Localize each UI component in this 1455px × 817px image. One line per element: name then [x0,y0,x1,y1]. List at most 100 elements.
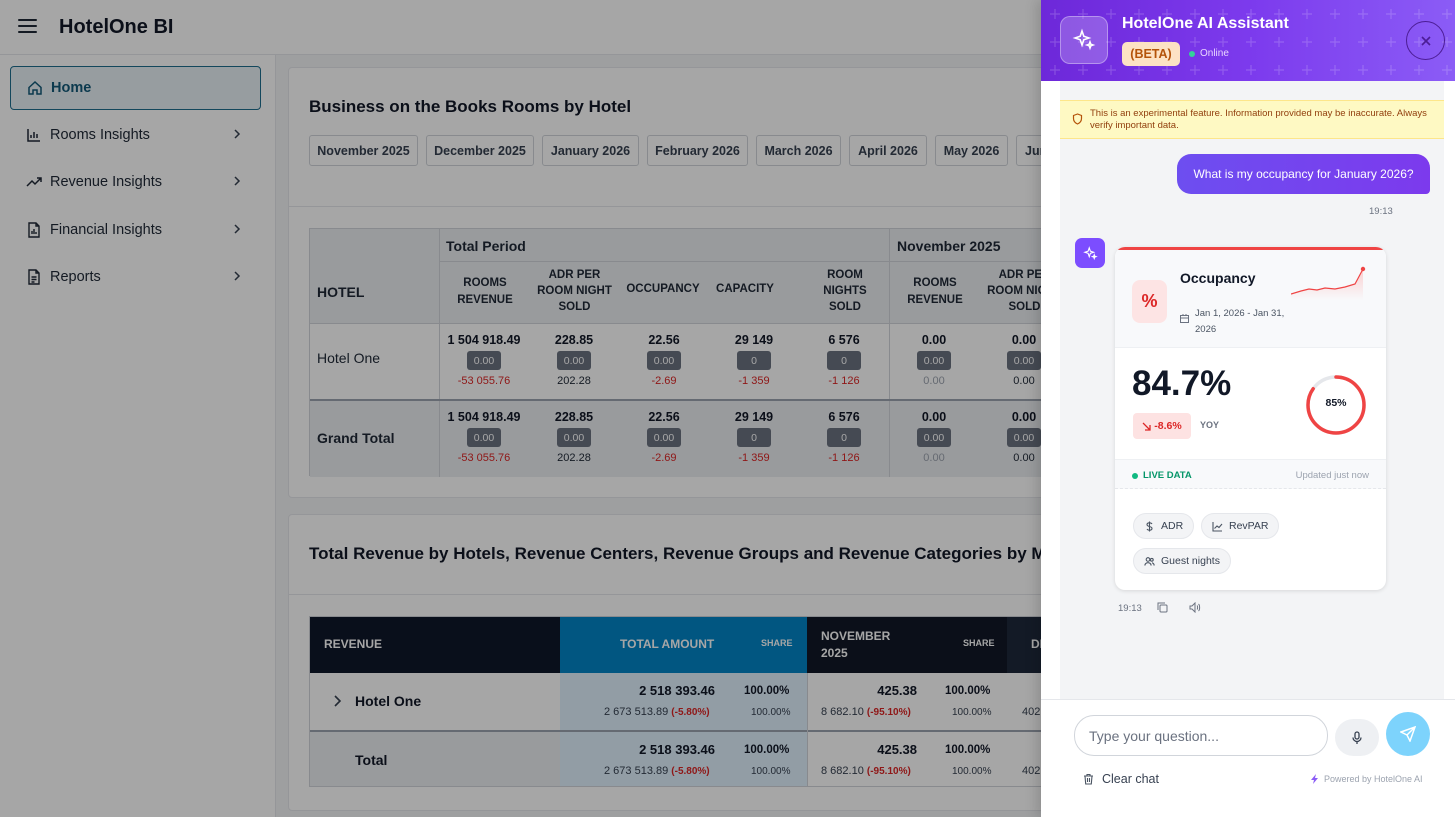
total-amount-prev: 2 673 513.89 (-5.80%) [604,706,710,718]
user-message-time: 19:13 [1369,206,1393,217]
chevron-right-icon[interactable] [331,694,343,708]
cell-delta: -53 055.76 [457,452,511,464]
cell-value: 29 149 [734,333,774,347]
modal-backdrop[interactable] [0,0,1041,817]
trash-icon [1084,773,1093,785]
cell-value: 228.85 [554,333,594,347]
total-amount: 2 518 393.46 [639,683,715,698]
close-button[interactable] [1406,21,1445,60]
cell-delta: 0.00 [923,452,945,464]
share-nov-col-header[interactable]: SHARE [963,638,995,648]
send-button[interactable] [1386,712,1430,756]
col-header-room-nights[interactable]: ROOM NIGHTS SOLD [823,269,867,313]
menu-icon[interactable] [18,19,37,33]
copy-icon[interactable] [1157,602,1168,613]
cell-badge: 0.00 [917,428,951,447]
cell-badge: 0 [737,351,771,370]
mic-button[interactable] [1335,719,1379,756]
cell-delta: -1 126 [828,375,860,387]
updated-label: Updated just now [1295,470,1369,481]
col-header-adr[interactable]: ADR PER ROOM NIGHT SOLD [537,269,612,313]
total-row-bg [310,732,560,786]
tab-month-feb-2026[interactable]: February 2026 [647,135,748,166]
ring-label: 85% [1325,397,1347,409]
tab-month-may-2026[interactable]: May 2026 [935,135,1008,166]
revenue-col-header[interactable]: REVENUE [324,637,383,651]
cell-delta: -1 359 [738,452,770,464]
tab-month-apr-2026[interactable]: April 2026 [849,135,927,166]
chip-revpar[interactable]: RevPAR [1201,513,1280,539]
cell-value: 22.56 [648,333,680,347]
cell-value: 29 149 [734,410,774,424]
dollar-icon [1146,521,1153,531]
card-accent-bar [1115,247,1386,250]
sidebar-item-home[interactable]: Home [10,66,261,110]
grid-line [439,229,440,477]
tab-month-jan-2026[interactable]: January 2026 [542,135,639,166]
chip-label: ADR [1161,520,1184,532]
prev-value: 2 673 513.89 [604,765,669,777]
powered-by: Powered by HotelOne AI [1311,774,1423,784]
sidebar-item-label: Home [51,80,92,96]
tab-month-dec-2025[interactable]: December 2025 [426,135,534,166]
cell-value: 1 504 918.49 [447,333,521,347]
cell-badge: 0 [827,428,861,447]
grid-line [310,730,1048,732]
chevron-right-icon [234,129,241,139]
sidebar-item-reports[interactable]: Reports [10,255,261,299]
lightning-icon [1311,774,1318,784]
cell-badge: 0.00 [917,351,951,370]
november-share-prev: 100.00% [952,766,992,777]
col-header-rooms-revenue-nov[interactable]: ROOMS REVENUE [907,277,963,306]
share-col-header[interactable]: SHARE [761,638,793,648]
clear-chat-button[interactable]: Clear chat [1083,772,1159,786]
sidebar-item-rooms-insights[interactable]: Rooms Insights [10,113,261,157]
question-input[interactable] [1074,715,1328,756]
chip-adr[interactable]: ADR [1133,513,1195,539]
prev-delta: (-95.10%) [866,766,911,777]
occupancy-value: 84.7% [1132,364,1232,403]
cell-value: 1 504 918.49 [447,410,521,424]
arrow-down-right-icon [1142,422,1151,431]
chevron-right-icon [234,224,241,234]
share-value: 100.00% [744,744,790,756]
cell-value: 0.00 [921,410,947,424]
report-icon [26,269,42,285]
speaker-icon[interactable] [1189,602,1201,613]
col-header-capacity[interactable]: CAPACITY [716,283,774,295]
app-title: HotelOne BI [59,16,174,38]
occupancy-card: % Occupancy Jan 1, 2026 - Jan 31, 2026 8… [1115,247,1386,590]
calendar-icon [1180,314,1189,323]
row-hotel-one[interactable]: Hotel One [355,693,422,709]
cell-delta: -1 126 [828,452,860,464]
chip-guest-nights[interactable]: Guest nights [1133,548,1231,574]
cell-delta: -1 359 [738,375,770,387]
live-label: LIVE DATA [1143,470,1192,481]
col-header-rooms-revenue[interactable]: ROOMS REVENUE [457,277,513,306]
col-header-occupancy[interactable]: OCCUPANCY [626,283,700,295]
sidebar-item-label: Financial Insights [50,222,163,238]
november-header: November 2025 [897,238,1001,254]
cell-badge: 0.00 [647,351,681,370]
cell-badge: 0.00 [557,351,591,370]
sidebar-item-label: Reports [50,269,101,285]
share-prev: 100.00% [751,707,791,718]
yoy-delta-badge: -8.6% [1133,413,1191,439]
prev-delta: (-5.80%) [671,766,710,777]
row-total: Total [355,752,388,768]
tab-month-mar-2026[interactable]: March 2026 [756,135,841,166]
sidebar-item-financial-insights[interactable]: Financial Insights [10,208,261,252]
cell-value: 6 576 [828,410,860,424]
hotel-column-header: HOTEL [317,284,365,300]
total-amount-col-header[interactable]: TOTAL AMOUNT [620,637,715,651]
user-message: What is my occupancy for January 2026? [1177,154,1430,194]
sidebar-item-revenue-insights[interactable]: Revenue Insights [10,160,261,204]
sparkle-icon [1060,16,1108,64]
november-header [807,617,1007,673]
document-chart-icon [26,222,42,238]
sidebar: Home Rooms Insights Revenue Insights Fin… [0,55,276,817]
occupancy-ring [1306,375,1366,435]
cell-delta: 202.28 [557,375,591,387]
november-col-header[interactable]: NOVEMBER 2025 [821,629,891,660]
tab-month-nov-2025[interactable]: November 2025 [309,135,418,166]
